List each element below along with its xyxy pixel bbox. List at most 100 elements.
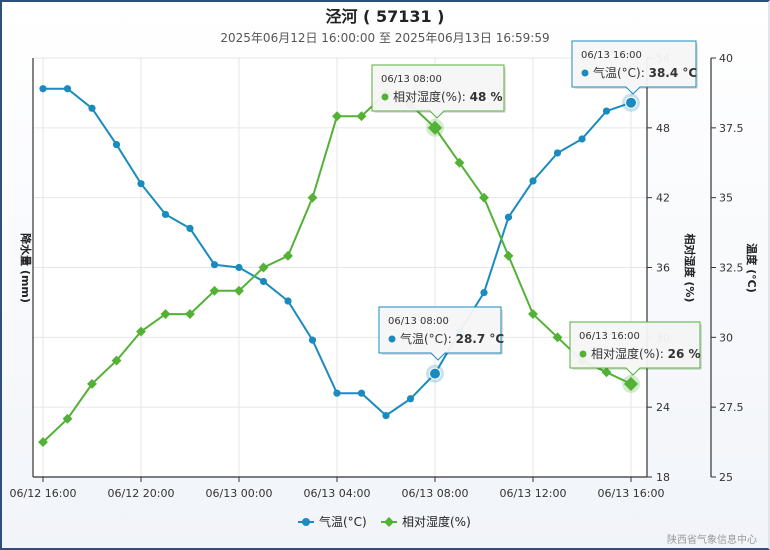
- tooltip-layer: 06/13 08:00 相对湿度(%): 48 % 06/13 16:00 气温(°C…: [371, 40, 702, 393]
- humidity-tick-label: 42: [656, 192, 670, 205]
- temperature-point: [63, 85, 72, 93]
- tooltip-box: [571, 40, 697, 95]
- temperature-point: [504, 213, 513, 221]
- temperature-point: [333, 389, 341, 397]
- tooltip-text: 相对湿度(%): 48 %: [393, 89, 503, 104]
- chart-subtitle: 2025年06月12日 16:00:00 至 2025年06月13日 16:59…: [220, 31, 549, 45]
- tooltip-time: 06/13 08:00: [388, 316, 449, 327]
- legend-item-temperature[interactable]: 气温(°C): [298, 514, 367, 529]
- temperature-axis-title: 温度 (°C): [745, 243, 759, 292]
- tooltip: 06/13 08:00 气温(°C): 28.7 °C: [378, 306, 504, 361]
- tooltip-box: [371, 64, 505, 119]
- temperature-point: [284, 297, 292, 305]
- temperature-point: [406, 395, 415, 403]
- tooltip-time: 06/13 16:00: [581, 50, 642, 61]
- tooltip-series-dot: [581, 69, 589, 77]
- x-tick-label: 06/13 04:00: [304, 487, 371, 500]
- legend-item-humidity[interactable]: 相对湿度(%): [381, 514, 471, 529]
- humidity-point: [185, 309, 195, 320]
- temperature-point: [480, 289, 488, 297]
- tooltip-series-dot: [579, 350, 587, 358]
- x-tick-label: 06/13 16:00: [598, 487, 665, 500]
- tooltip-series-name: 气温(°C):: [593, 65, 649, 80]
- tooltip-series-name: 相对湿度(%):: [393, 89, 470, 104]
- temperature-point: [578, 135, 586, 143]
- tooltip-text: 气温(°C): 28.7 °C: [400, 331, 504, 346]
- humidity-point: [234, 285, 244, 296]
- grid: [33, 57, 647, 478]
- hover-point: [427, 120, 443, 135]
- temperature-tick-label: 35: [719, 192, 733, 205]
- temperature-tick-label: 25: [719, 471, 733, 484]
- temperature-tick-label: 37.5: [719, 122, 744, 135]
- temperature-tick-label: 40: [719, 52, 733, 65]
- tooltip-value: 48 %: [470, 90, 503, 104]
- tooltip-value: 28.7 °C: [456, 332, 505, 346]
- temperature-tick-label: 27.5: [719, 401, 744, 414]
- humidity-point: [503, 250, 514, 261]
- temperature-point: [161, 210, 170, 219]
- hover-point: [625, 96, 637, 109]
- humidity-axis-title: 相对湿度 (%): [683, 234, 697, 303]
- temperature-tick-label: 32.5: [719, 262, 744, 275]
- left-axis-title: 降水量 (mm): [19, 233, 33, 303]
- hover-point: [429, 367, 441, 380]
- humidity-point: [307, 192, 318, 203]
- legend-label: 气温(°C): [319, 514, 367, 529]
- humidity-point: [601, 367, 612, 378]
- humidity-tick-label: 36: [656, 262, 670, 275]
- x-tick-label: 06/12 20:00: [108, 487, 175, 500]
- humidity-point: [209, 285, 220, 296]
- tooltip-text: 相对湿度(%): 26 %: [591, 346, 701, 361]
- humidity-point: [552, 332, 563, 343]
- humidity-point: [528, 309, 538, 320]
- temperature-point: [137, 180, 145, 188]
- tooltip-box: [569, 321, 701, 376]
- temperature-point: [210, 261, 219, 269]
- tooltip-text: 气温(°C): 38.4 °C: [593, 65, 697, 80]
- temperature-point: [259, 277, 268, 286]
- x-tick-label: 06/13 08:00: [402, 487, 469, 500]
- legend-label: 相对湿度(%): [402, 514, 471, 529]
- humidity-tick-label: 48: [656, 122, 670, 135]
- temperature-point: [602, 107, 611, 115]
- tooltip-value: 26 %: [668, 347, 701, 361]
- tooltip: 06/13 16:00 相对湿度(%): 26 %: [569, 321, 702, 376]
- humidity-point: [283, 250, 293, 261]
- temperature-point: [186, 224, 194, 232]
- x-tick-label: 06/13 00:00: [206, 487, 273, 500]
- humidity-tick-label: 24: [656, 401, 670, 414]
- axes: 06/12 16:00 06/12 20:00 06/13 00:00 06/13 0…: [10, 52, 744, 500]
- tooltip-box: [378, 306, 502, 361]
- temperature-point: [308, 336, 317, 344]
- tooltip-series-name: 气温(°C):: [400, 331, 456, 346]
- humidity-point: [258, 262, 269, 273]
- legend-marker: [384, 517, 394, 527]
- humidity-point: [136, 326, 146, 337]
- humidity-point: [479, 192, 489, 203]
- humidity-point: [160, 309, 171, 320]
- tooltip: 06/13 08:00 相对湿度(%): 48 %: [371, 64, 506, 119]
- temperature-point: [553, 149, 562, 157]
- tooltip-time: 06/13 08:00: [381, 74, 442, 85]
- temperature-point: [88, 104, 96, 112]
- tooltip-series-name: 相对湿度(%):: [591, 346, 668, 361]
- tooltip-value: 38.4 °C: [649, 66, 698, 80]
- temperature-tick-label: 30: [719, 331, 733, 344]
- legend[interactable]: 气温(°C) 相对湿度(%): [298, 514, 471, 529]
- temperature-point: [235, 263, 243, 272]
- legend-marker: [302, 518, 310, 526]
- humidity-point: [454, 157, 465, 168]
- tooltip-series-dot: [381, 93, 389, 101]
- credits: 陕西省气象信息中心: [667, 533, 757, 546]
- temperature-point: [529, 177, 537, 185]
- x-tick-label: 06/13 12:00: [500, 487, 567, 500]
- hover-point: [623, 376, 639, 391]
- tooltip-time: 06/13 16:00: [579, 331, 640, 342]
- temperature-point: [382, 411, 390, 420]
- temperature-point: [39, 85, 47, 93]
- chart-title: 泾河 ( 57131 ): [325, 7, 444, 26]
- temperature-point: [112, 140, 121, 149]
- tooltip: 06/13 16:00 气温(°C): 38.4 °C: [571, 40, 698, 95]
